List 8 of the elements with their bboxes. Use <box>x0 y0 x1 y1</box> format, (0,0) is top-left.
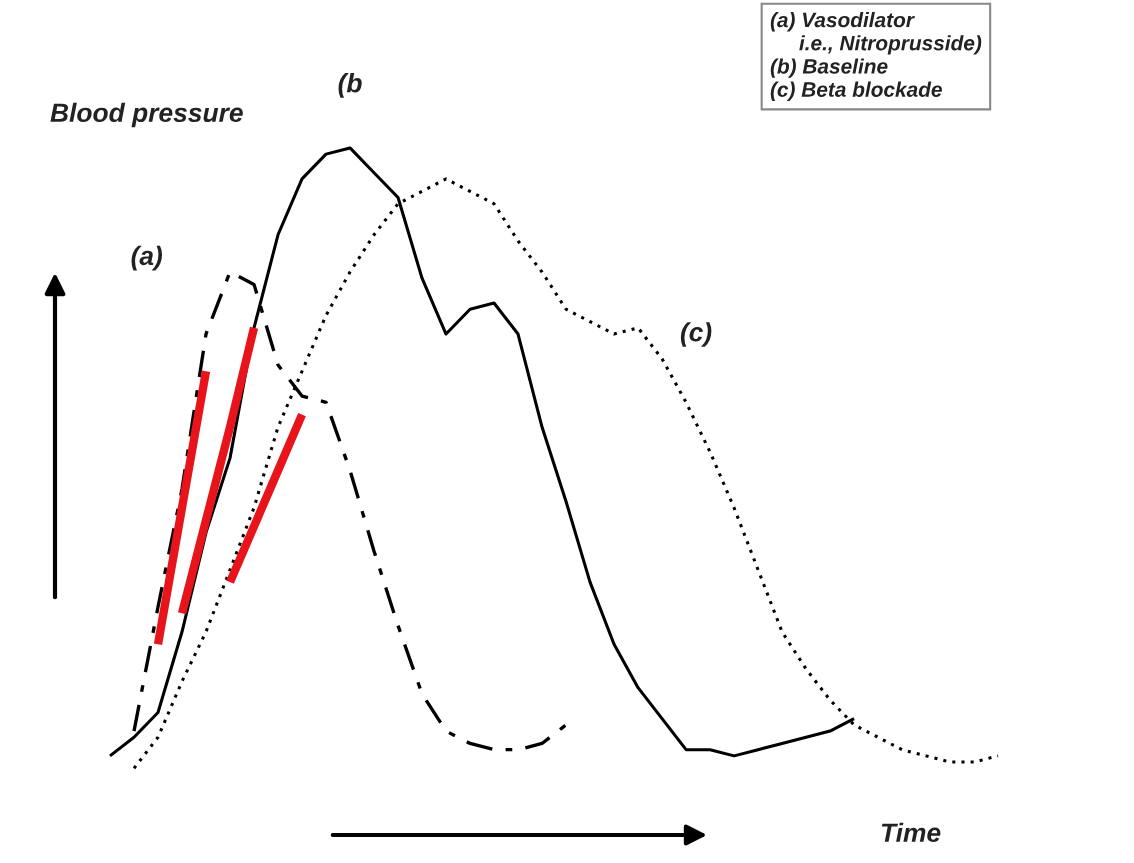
y-axis-title: Blood pressure <box>50 102 243 128</box>
text: (a) <box>131 245 163 271</box>
x-axis-title: Time <box>881 822 941 843</box>
series-label: (b <box>338 73 362 98</box>
text: (a) Vasodilator i.e., Nitroprusside) <box>770 12 982 55</box>
text: (b) Baseline <box>770 58 888 78</box>
series-label: (c) <box>680 322 712 347</box>
text: (c) Beta blockade <box>770 81 942 102</box>
